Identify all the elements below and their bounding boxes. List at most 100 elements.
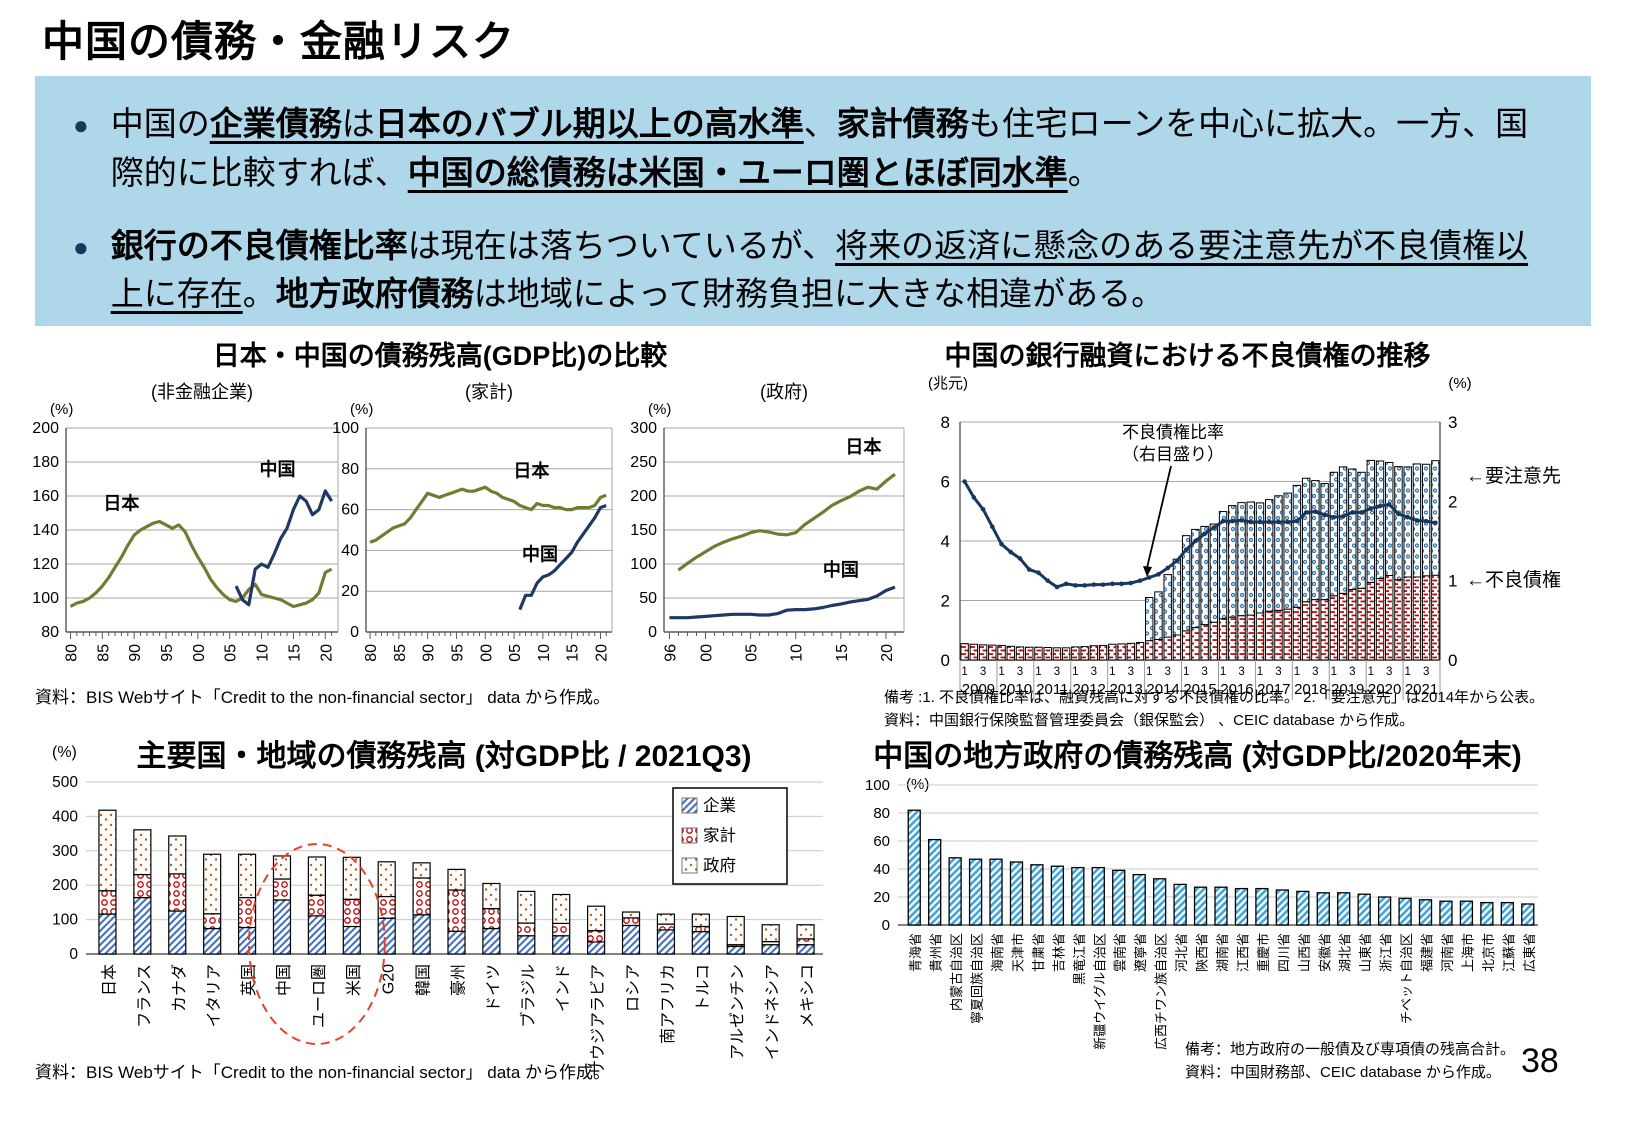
svg-text:(%): (%) xyxy=(648,401,671,418)
summary-bullet: ● 中国の企業債務は日本のバブル期以上の高水準、家計債務も住宅ローンを中心に拡大。… xyxy=(73,100,1561,198)
svg-text:2: 2 xyxy=(941,592,950,611)
svg-text:(非金融企業): (非金融企業) xyxy=(151,382,253,402)
svg-text:遼寧省: 遼寧省 xyxy=(1133,933,1148,972)
svg-text:15: 15 xyxy=(286,644,303,662)
bullet-icon: ● xyxy=(73,231,89,262)
svg-text:85: 85 xyxy=(95,644,112,662)
svg-text:3: 3 xyxy=(1275,666,1281,678)
svg-text:0: 0 xyxy=(882,917,890,934)
svg-text:中国: 中国 xyxy=(823,559,859,580)
svg-text:インド: インド xyxy=(555,964,572,1012)
chart-title-npl: 中国の銀行融資における不良債権の推移 xyxy=(944,341,1431,371)
svg-text:湖北省: 湖北省 xyxy=(1338,933,1353,972)
svg-text:寧夏回族自治区: 寧夏回族自治区 xyxy=(970,933,985,1024)
svg-text:0: 0 xyxy=(350,624,359,641)
svg-text:湖南省: 湖南省 xyxy=(1215,933,1230,972)
svg-text:ブラジル: ブラジル xyxy=(518,964,537,1028)
svg-text:3: 3 xyxy=(1349,666,1355,678)
svg-text:日本: 日本 xyxy=(845,436,881,457)
svg-text:中国: 中国 xyxy=(275,964,293,996)
local-gov-note-2: 資料：中国財務部、CEIC database から作成。 xyxy=(1185,1064,1501,1082)
svg-text:3: 3 xyxy=(1091,666,1097,678)
country-chart-unit: (%) xyxy=(52,744,77,761)
svg-text:重慶市: 重慶市 xyxy=(1256,933,1271,972)
svg-text:1: 1 xyxy=(1183,666,1189,678)
svg-text:80: 80 xyxy=(341,461,359,478)
svg-text:サウジアラビア: サウジアラビア xyxy=(589,964,607,1075)
svg-text:雲南省: 雲南省 xyxy=(1113,933,1128,972)
svg-text:20: 20 xyxy=(879,644,896,662)
svg-text:インドネシア: インドネシア xyxy=(764,964,782,1060)
svg-text:40: 40 xyxy=(341,542,359,559)
svg-text:3: 3 xyxy=(1017,666,1023,678)
svg-text:(家計): (家計) xyxy=(465,382,513,402)
svg-text:80: 80 xyxy=(363,644,380,662)
svg-text:2018: 2018 xyxy=(1294,681,1327,698)
svg-text:100: 100 xyxy=(865,777,890,794)
svg-text:トルコ: トルコ xyxy=(695,964,712,1012)
bullet-icon: ● xyxy=(73,110,89,140)
svg-text:80: 80 xyxy=(63,644,80,662)
svg-text:80: 80 xyxy=(873,805,890,822)
svg-text:3: 3 xyxy=(1054,666,1060,678)
svg-text:G20: G20 xyxy=(381,964,398,994)
svg-text:140: 140 xyxy=(32,522,59,539)
svg-text:カナダ: カナダ xyxy=(170,964,188,1012)
svg-text:1: 1 xyxy=(1294,666,1300,678)
svg-text:1: 1 xyxy=(1109,666,1115,678)
svg-text:江西省: 江西省 xyxy=(1235,933,1250,972)
page-number: 38 xyxy=(1521,1042,1559,1080)
svg-text:安徽省: 安徽省 xyxy=(1317,933,1332,972)
svg-text:上海市: 上海市 xyxy=(1460,933,1475,972)
source-bis-bottom: 資料：BIS Webサイト「Credit to the non-financia… xyxy=(35,1063,611,1082)
svg-text:米国: 米国 xyxy=(345,964,363,996)
svg-text:20: 20 xyxy=(341,583,359,600)
svg-text:15: 15 xyxy=(565,644,582,662)
chart-title-local-gov: 中国の地方政府の債務残高 (対GDP比/2020年末) xyxy=(873,740,1522,773)
svg-text:3: 3 xyxy=(1312,666,1318,678)
svg-text:50: 50 xyxy=(639,590,657,607)
svg-text:2013: 2013 xyxy=(1109,681,1142,698)
svg-text:チベット自治区: チベット自治区 xyxy=(1399,933,1414,1024)
svg-text:95: 95 xyxy=(449,644,466,662)
svg-text:陝西省: 陝西省 xyxy=(1195,933,1210,972)
svg-text:イタリア: イタリア xyxy=(205,964,223,1027)
svg-text:1: 1 xyxy=(1404,666,1410,678)
svg-text:日本: 日本 xyxy=(513,460,549,481)
svg-text:00: 00 xyxy=(699,644,716,662)
svg-text:福建省: 福建省 xyxy=(1420,933,1435,972)
svg-text:150: 150 xyxy=(630,522,657,539)
svg-text:3: 3 xyxy=(980,666,986,678)
local-gov-note-1: 備考：地方政府の一般債及び専項債の残高合計。 xyxy=(1185,1041,1516,1058)
svg-text:2014: 2014 xyxy=(1146,681,1179,698)
svg-text:日本: 日本 xyxy=(100,964,118,996)
svg-text:1: 1 xyxy=(1257,666,1263,678)
svg-text:0: 0 xyxy=(69,946,78,963)
svg-text:1: 1 xyxy=(998,666,1004,678)
svg-text:0: 0 xyxy=(648,624,657,641)
svg-text:天津市: 天津市 xyxy=(1010,933,1025,972)
svg-text:10: 10 xyxy=(789,644,806,662)
svg-text:(%): (%) xyxy=(350,401,373,418)
svg-text:吉林省: 吉林省 xyxy=(1051,933,1066,972)
chart-household: (家計) (%) 0 20 40 60 80 100 80 85 90 95 00 05 10 15 20 日本中… xyxy=(332,382,613,662)
svg-text:貴州省: 貴州省 xyxy=(929,933,944,972)
svg-text:2009: 2009 xyxy=(962,681,995,698)
svg-text:アルゼンチン: アルゼンチン xyxy=(729,964,747,1060)
svg-text:英国: 英国 xyxy=(240,964,258,996)
svg-text:100: 100 xyxy=(332,420,359,437)
chart-nonfinancial-corp: (非金融企業) (%) 80 100 120 140 160 180 200 80 85 90 95 00… xyxy=(32,382,339,662)
svg-text:3: 3 xyxy=(1164,666,1170,678)
svg-text:←不良債権: ←不良債権 xyxy=(1466,569,1561,591)
svg-text:60: 60 xyxy=(873,833,890,850)
svg-text:95: 95 xyxy=(159,644,176,662)
summary-bullet: ● 銀行の不良債権比率は現在は落ちついているが、将来の返済に懸念のある要注意先が不… xyxy=(73,222,1561,320)
svg-text:青海省: 青海省 xyxy=(908,933,923,972)
svg-text:300: 300 xyxy=(52,843,78,860)
svg-text:豪州: 豪州 xyxy=(449,964,468,996)
summary-bullets: ● 中国の企業債務は日本のバブル期以上の高水準、家計債務も住宅ローンを中心に拡大。… xyxy=(73,100,1561,319)
svg-text:180: 180 xyxy=(32,454,59,471)
svg-text:1: 1 xyxy=(1368,666,1374,678)
